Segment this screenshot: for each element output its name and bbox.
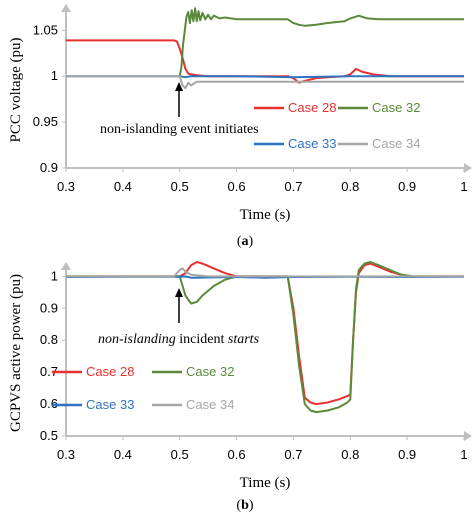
annotation-part: starts bbox=[228, 332, 260, 347]
x-tick-label: 0.5 bbox=[171, 447, 189, 462]
annotation-text: non-islanding event initiates bbox=[100, 122, 259, 137]
x-tick-label: 1 bbox=[460, 447, 467, 462]
y-tick-label: 0.7 bbox=[40, 364, 58, 379]
figure-caption: (b) bbox=[236, 498, 253, 513]
x-tick-label: 0.7 bbox=[284, 447, 302, 462]
x-tick-label: 0.6 bbox=[228, 179, 246, 194]
y-tick-label: 1 bbox=[51, 68, 58, 83]
y-axis-label: GCPVS active power (pu) bbox=[8, 274, 24, 432]
x-axis-arrow bbox=[464, 431, 472, 441]
chart-panel-a: 0.3 0.4 0.5 0.6 0.7 0.8 0.9 1 0.9 0.95 1 1.05 PCC vo… bbox=[8, 4, 472, 249]
y-tick-label: 0.9 bbox=[40, 300, 58, 315]
y-tick-label: 1.05 bbox=[33, 22, 58, 37]
legend-label: Case 32 bbox=[186, 364, 234, 379]
x-tick-label: 0.9 bbox=[398, 447, 416, 462]
legend-entry-case-28: Case 28 bbox=[52, 364, 134, 379]
annotation-arrow-head bbox=[175, 288, 183, 297]
y-tick-label: 1 bbox=[51, 268, 58, 283]
y-tick-label: 0.9 bbox=[40, 160, 58, 175]
y-tick-label: 0.8 bbox=[40, 332, 58, 347]
figure-caption: (a) bbox=[237, 234, 254, 249]
x-tick-label: 0.6 bbox=[228, 447, 246, 462]
annotation-arrow-head bbox=[175, 82, 183, 91]
legend-entry-case-32: Case 32 bbox=[152, 364, 234, 379]
legend-label: Case 28 bbox=[86, 364, 134, 379]
x-axis-label: Time (s) bbox=[240, 475, 291, 491]
caption-close-paren: ) bbox=[249, 234, 254, 249]
annotation-part: incident bbox=[176, 332, 228, 347]
legend-entry-case-28: Case 28 bbox=[254, 100, 336, 115]
x-tick-label: 0.7 bbox=[284, 179, 302, 194]
x-axis-arrow bbox=[464, 163, 472, 173]
series-line-case-32 bbox=[66, 261, 464, 414]
x-tick-label: 0.8 bbox=[341, 447, 359, 462]
legend-label: Case 34 bbox=[372, 136, 420, 151]
y-tick-label: 0.6 bbox=[40, 396, 58, 411]
x-tick-label: 0.4 bbox=[114, 179, 132, 194]
legend-entry-case-34: Case 34 bbox=[338, 136, 420, 151]
x-tick-label: 0.3 bbox=[57, 179, 75, 194]
annotation-part: non-islanding bbox=[98, 332, 176, 347]
series-line-case-28 bbox=[66, 261, 464, 406]
x-tick-label: 0.9 bbox=[398, 179, 416, 194]
legend-entry-case-32: Case 32 bbox=[338, 100, 420, 115]
series-line-case-34 bbox=[66, 75, 464, 90]
x-tick-label: 0.5 bbox=[171, 179, 189, 194]
caption-letter: a bbox=[242, 234, 249, 249]
caption-open-paren: ( bbox=[236, 498, 241, 513]
y-tick-label: 0.95 bbox=[33, 114, 58, 129]
x-tick-label: 0.8 bbox=[341, 179, 359, 194]
y-axis-arrow bbox=[61, 4, 71, 12]
legend-label: Case 32 bbox=[372, 100, 420, 115]
series-line-case-32 bbox=[178, 7, 464, 77]
legend-label: Case 28 bbox=[288, 100, 336, 115]
y-tick-label: 0.5 bbox=[40, 428, 58, 443]
chart-panel-b: 0.3 0.4 0.5 0.6 0.7 0.8 0.9 1 0.5 0.6 0.7 0.8 0.9 1 GC… bbox=[8, 261, 472, 513]
legend-label: Case 33 bbox=[86, 397, 134, 412]
series-line-case-34 bbox=[66, 267, 464, 278]
caption-letter: b bbox=[241, 498, 249, 513]
legend-entry-case-33: Case 33 bbox=[52, 397, 134, 412]
legend-entry-case-33: Case 33 bbox=[254, 136, 336, 151]
x-axis-label: Time (s) bbox=[240, 207, 291, 223]
legend-entry-case-34: Case 34 bbox=[152, 397, 234, 412]
annotation-text: non-islanding incident starts bbox=[98, 332, 260, 347]
y-axis-arrow bbox=[61, 262, 71, 270]
caption-open-paren: ( bbox=[237, 234, 242, 249]
x-tick-label: 0.3 bbox=[57, 447, 75, 462]
x-tick-label: 0.4 bbox=[114, 447, 132, 462]
legend-label: Case 34 bbox=[186, 397, 234, 412]
legend-label: Case 33 bbox=[288, 136, 336, 151]
x-tick-label: 1 bbox=[460, 179, 467, 194]
y-axis-label: PCC voltage (pu) bbox=[8, 38, 24, 143]
caption-close-paren: ) bbox=[249, 498, 254, 513]
